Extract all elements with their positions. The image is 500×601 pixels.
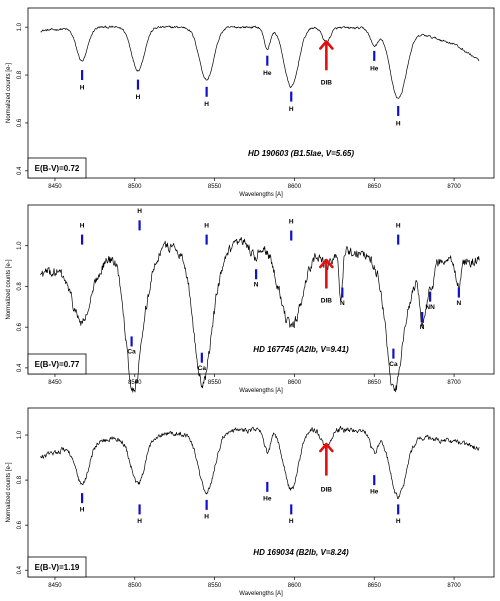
line-id-label: NN [425,304,435,311]
y-tick-label: 0.6 [17,520,23,529]
spectrum-line [40,425,480,499]
spectrum-panel-1: 8450 8500 8550 8600 8650 8700 0.4 0.6 0.8 1.0 Wave… [6,7,495,198]
dib-arrow-icon [319,40,334,71]
x-tick-label: 8500 [128,184,142,190]
spectrum-line [40,237,480,393]
y-tick-label: 0.4 [17,166,23,175]
star-title: HD 169034 (B2Ib, V=8.24) [253,548,349,557]
y-tick-label: 0.8 [17,282,23,291]
line-id-label: Ca [198,365,207,372]
line-id-label: H [289,518,294,525]
x-axis-label: Wavelengths [A] [239,591,283,597]
ebv-box [27,157,87,179]
x-axis-label: Wavelengths [A] [239,388,283,394]
x-axis-label: Wavelengths [A] [239,192,283,198]
ebv-label: E(B-V)=1.19 [35,563,80,572]
spectrum-line [40,25,480,99]
y-tick-label: 0.4 [17,565,23,574]
line-id-label: N [254,281,259,288]
x-tick-label: 8550 [208,380,222,386]
x-tick-label: 8700 [447,583,461,589]
x-tick-label: 8500 [128,380,142,386]
line-id-label: He [263,495,272,502]
x-tick-label: 8450 [48,184,62,190]
ebv-box [27,353,87,375]
x-tick-label: 8600 [288,583,302,589]
star-title: HD 190603 (B1.5Iae, V=5.65) [248,149,354,158]
y-tick-label: 0.6 [17,322,23,331]
line-id-label: H [80,222,85,229]
x-tick-label: 8650 [368,583,382,589]
x-tick-label: 8500 [128,583,142,589]
line-id-label: H [204,101,209,108]
ebv-label: E(B-V)=0.77 [35,360,80,369]
x-tick-label: 8650 [368,184,382,190]
line-id-label: He [370,65,379,72]
dib-arrow-icon [319,442,334,476]
line-id-label: H [136,94,141,101]
x-tick-label: 8600 [288,380,302,386]
plot-frame [27,204,495,375]
line-id-label: N [457,300,462,307]
plot-frame [27,7,495,179]
line-id-label: H [137,518,142,525]
line-id-label: N [340,300,345,307]
line-id-label: N [420,324,425,331]
y-axis-label: Normalized counts [e-] [6,63,12,123]
line-id-label: H [396,518,401,525]
y-tick-label: 0.4 [17,363,23,372]
line-id-label: H [289,218,294,225]
y-tick-label: 0.6 [17,118,23,127]
line-id-label: Ca [389,361,398,368]
x-tick-label: 8650 [368,380,382,386]
line-id-label: H [80,507,85,514]
line-id-label: H [289,106,294,113]
spectrum-panel-2: 8450 8500 8550 8600 8650 8700 0.4 0.6 0.8 1.0 Wave… [6,204,495,394]
y-tick-label: 1.0 [17,22,23,31]
star-title: HD 167745 (A2Ib, V=9.41) [253,345,349,354]
ebv-label: E(B-V)=0.72 [35,164,80,173]
dib-arrow-icon [319,258,334,289]
line-id-label: He [263,70,272,77]
x-tick-label: 8700 [447,380,461,386]
y-axis-label: Normalized counts [e-] [6,462,12,522]
line-id-label: H [80,84,85,91]
y-tick-label: 0.8 [17,475,23,484]
x-tick-label: 8450 [48,583,62,589]
line-id-label: H [137,208,142,215]
y-tick-label: 1.0 [17,430,23,439]
plot-frame [27,407,495,578]
y-tick-label: 0.8 [17,70,23,79]
dib-label: DIB [321,486,333,493]
spectrum-panel-3: 8450 8500 8550 8600 8650 8700 0.4 0.6 0.8 1.0 Wave… [6,407,495,597]
x-tick-label: 8700 [447,184,461,190]
line-id-label: H [204,222,209,229]
dib-label: DIB [321,298,333,305]
line-id-label: H [396,222,401,229]
line-id-label: H [396,120,401,127]
line-id-label: He [370,489,379,496]
x-tick-label: 8450 [48,380,62,386]
x-tick-label: 8600 [288,184,302,190]
x-tick-label: 8550 [208,583,222,589]
line-id-label: H [204,513,209,520]
x-tick-label: 8550 [208,184,222,190]
line-id-label: Ca [127,349,136,356]
ebv-box [27,556,87,578]
dib-label: DIB [321,80,333,87]
y-tick-label: 1.0 [17,241,23,250]
y-axis-label: Normalized counts [e-] [6,259,12,319]
